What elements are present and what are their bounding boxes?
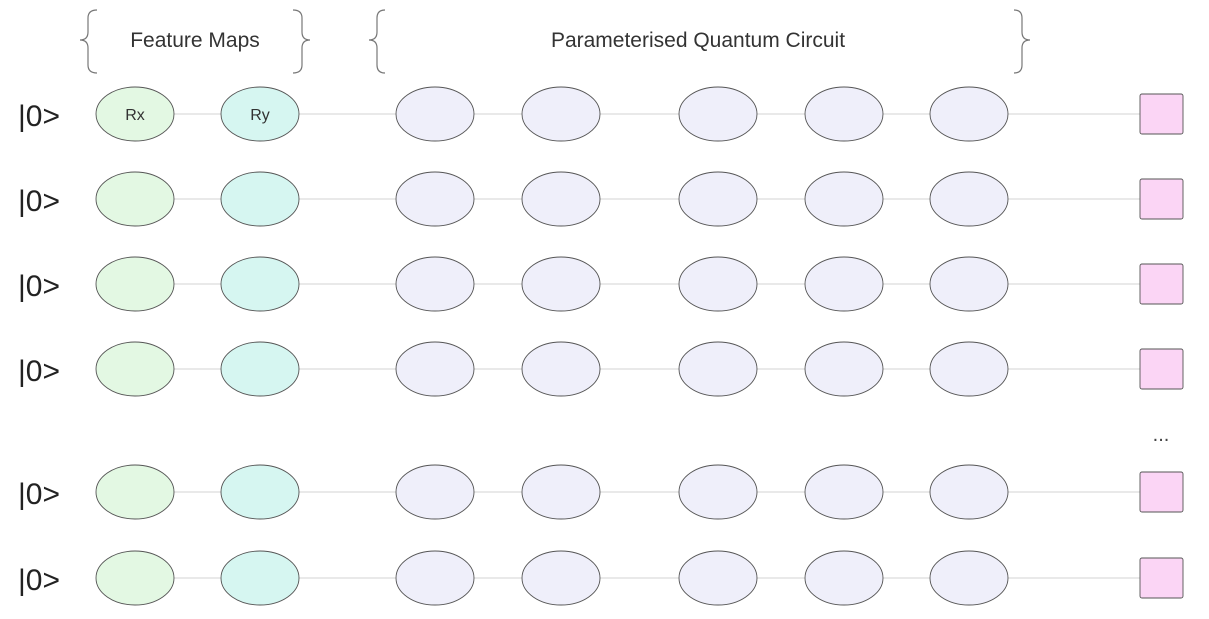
- ry-gate-label: Ry: [250, 107, 270, 124]
- parameterised-gate: [395, 341, 475, 397]
- measurement-box: [1139, 263, 1184, 305]
- parameterised-gate: [678, 341, 758, 397]
- parameterised-gate: [929, 550, 1009, 606]
- qubit-rows: |0> Rx Ry |0> |0> |0> |0> |0>: [18, 86, 1184, 606]
- ry-gate: [220, 341, 300, 397]
- parameterised-gate: [521, 171, 601, 227]
- parameterised-gate: [395, 550, 475, 606]
- measurement-box: [1139, 178, 1184, 220]
- ry-gate: [220, 464, 300, 520]
- qubit-row: |0> Rx Ry: [18, 86, 1184, 142]
- rx-gate: [95, 256, 175, 312]
- parameterised-gate: [521, 464, 601, 520]
- qubit-row: |0>: [18, 464, 1184, 520]
- parameterised-gate: [395, 86, 475, 142]
- ry-gate: [220, 171, 300, 227]
- qubit-row: |0>: [18, 171, 1184, 227]
- parameterised-gate: [929, 256, 1009, 312]
- rx-gate: [95, 464, 175, 520]
- parameterised-gate: [678, 464, 758, 520]
- parameterised-gate: [804, 86, 884, 142]
- ry-gate: [220, 550, 300, 606]
- qubit-row: |0>: [18, 256, 1184, 312]
- rx-gate-label: Rx: [125, 107, 145, 124]
- measurement-box: [1139, 348, 1184, 390]
- measurement-box: [1139, 93, 1184, 135]
- pqc-header: Parameterised Quantum Circuit: [551, 29, 845, 52]
- rx-gate: [95, 86, 175, 142]
- ry-gate: [220, 256, 300, 312]
- qubit-row: |0>: [18, 550, 1184, 606]
- rx-gate: [95, 171, 175, 227]
- parameterised-gate: [521, 341, 601, 397]
- parameterised-gate: [678, 550, 758, 606]
- parameterised-gate: [929, 86, 1009, 142]
- parameterised-gate: [678, 171, 758, 227]
- more-qubits-ellipsis: ...: [1153, 424, 1170, 446]
- parameterised-gate: [929, 341, 1009, 397]
- measurement-box: [1139, 471, 1184, 513]
- parameterised-gate: [678, 256, 758, 312]
- measurement-box: [1139, 557, 1184, 599]
- qubit-row: |0>: [18, 341, 1184, 397]
- parameterised-gate: [395, 464, 475, 520]
- qubit-initial-state: |0>: [18, 185, 60, 218]
- parameterised-gate: [521, 256, 601, 312]
- parameterised-gate: [804, 464, 884, 520]
- parameterised-gate: [521, 550, 601, 606]
- qubit-initial-state: |0>: [18, 355, 60, 388]
- feature-maps-header: Feature Maps: [130, 29, 260, 52]
- feature-maps-left-brace: [79, 9, 98, 74]
- parameterised-gate: [395, 256, 475, 312]
- parameterised-gate: [804, 171, 884, 227]
- parameterised-gate: [929, 464, 1009, 520]
- parameterised-gate: [678, 86, 758, 142]
- parameterised-gate: [804, 341, 884, 397]
- qubit-initial-state: |0>: [18, 270, 60, 303]
- parameterised-gate: [804, 256, 884, 312]
- pqc-left-brace: [368, 9, 386, 74]
- feature-maps-right-brace: [292, 9, 311, 74]
- pqc-right-brace: [1013, 9, 1031, 74]
- parameterised-gate: [521, 86, 601, 142]
- parameterised-gate: [804, 550, 884, 606]
- parameterised-gate: [929, 171, 1009, 227]
- qubit-initial-state: |0>: [18, 564, 60, 597]
- rx-gate: [95, 341, 175, 397]
- parameterised-gate: [395, 171, 475, 227]
- qubit-initial-state: |0>: [18, 100, 60, 133]
- qubit-initial-state: |0>: [18, 478, 60, 511]
- rx-gate: [95, 550, 175, 606]
- ry-gate: [220, 86, 300, 142]
